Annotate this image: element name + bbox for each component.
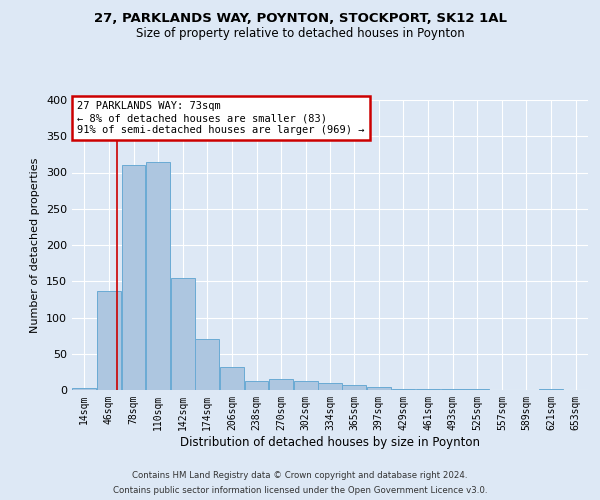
X-axis label: Distribution of detached houses by size in Poynton: Distribution of detached houses by size … (180, 436, 480, 448)
Text: 27 PARKLANDS WAY: 73sqm
← 8% of detached houses are smaller (83)
91% of semi-det: 27 PARKLANDS WAY: 73sqm ← 8% of detached… (77, 102, 365, 134)
Bar (146, 162, 170, 390)
Text: Size of property relative to detached houses in Poynton: Size of property relative to detached ho… (136, 28, 464, 40)
Bar (245, 382, 268, 390)
Bar (539, 388, 563, 390)
Bar (97, 290, 121, 390)
Bar (220, 367, 244, 390)
Bar (196, 339, 219, 390)
Bar (392, 388, 415, 390)
Text: 27, PARKLANDS WAY, POYNTON, STOCKPORT, SK12 1AL: 27, PARKLANDS WAY, POYNTON, STOCKPORT, S… (94, 12, 506, 26)
Bar (294, 382, 317, 390)
Text: Contains public sector information licensed under the Open Government Licence v3: Contains public sector information licen… (113, 486, 487, 495)
Bar (343, 385, 366, 390)
Bar (171, 278, 194, 390)
Bar (367, 387, 391, 390)
Bar (269, 379, 293, 390)
Text: Contains HM Land Registry data © Crown copyright and database right 2024.: Contains HM Land Registry data © Crown c… (132, 471, 468, 480)
Bar (122, 165, 145, 390)
Bar (73, 388, 96, 390)
Y-axis label: Number of detached properties: Number of detached properties (31, 158, 40, 332)
Bar (319, 383, 343, 390)
